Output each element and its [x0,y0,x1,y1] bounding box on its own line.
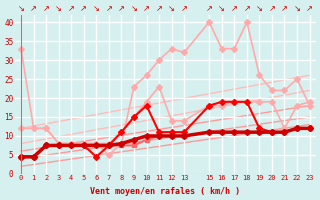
X-axis label: Vent moyen/en rafales ( km/h ): Vent moyen/en rafales ( km/h ) [90,187,240,196]
